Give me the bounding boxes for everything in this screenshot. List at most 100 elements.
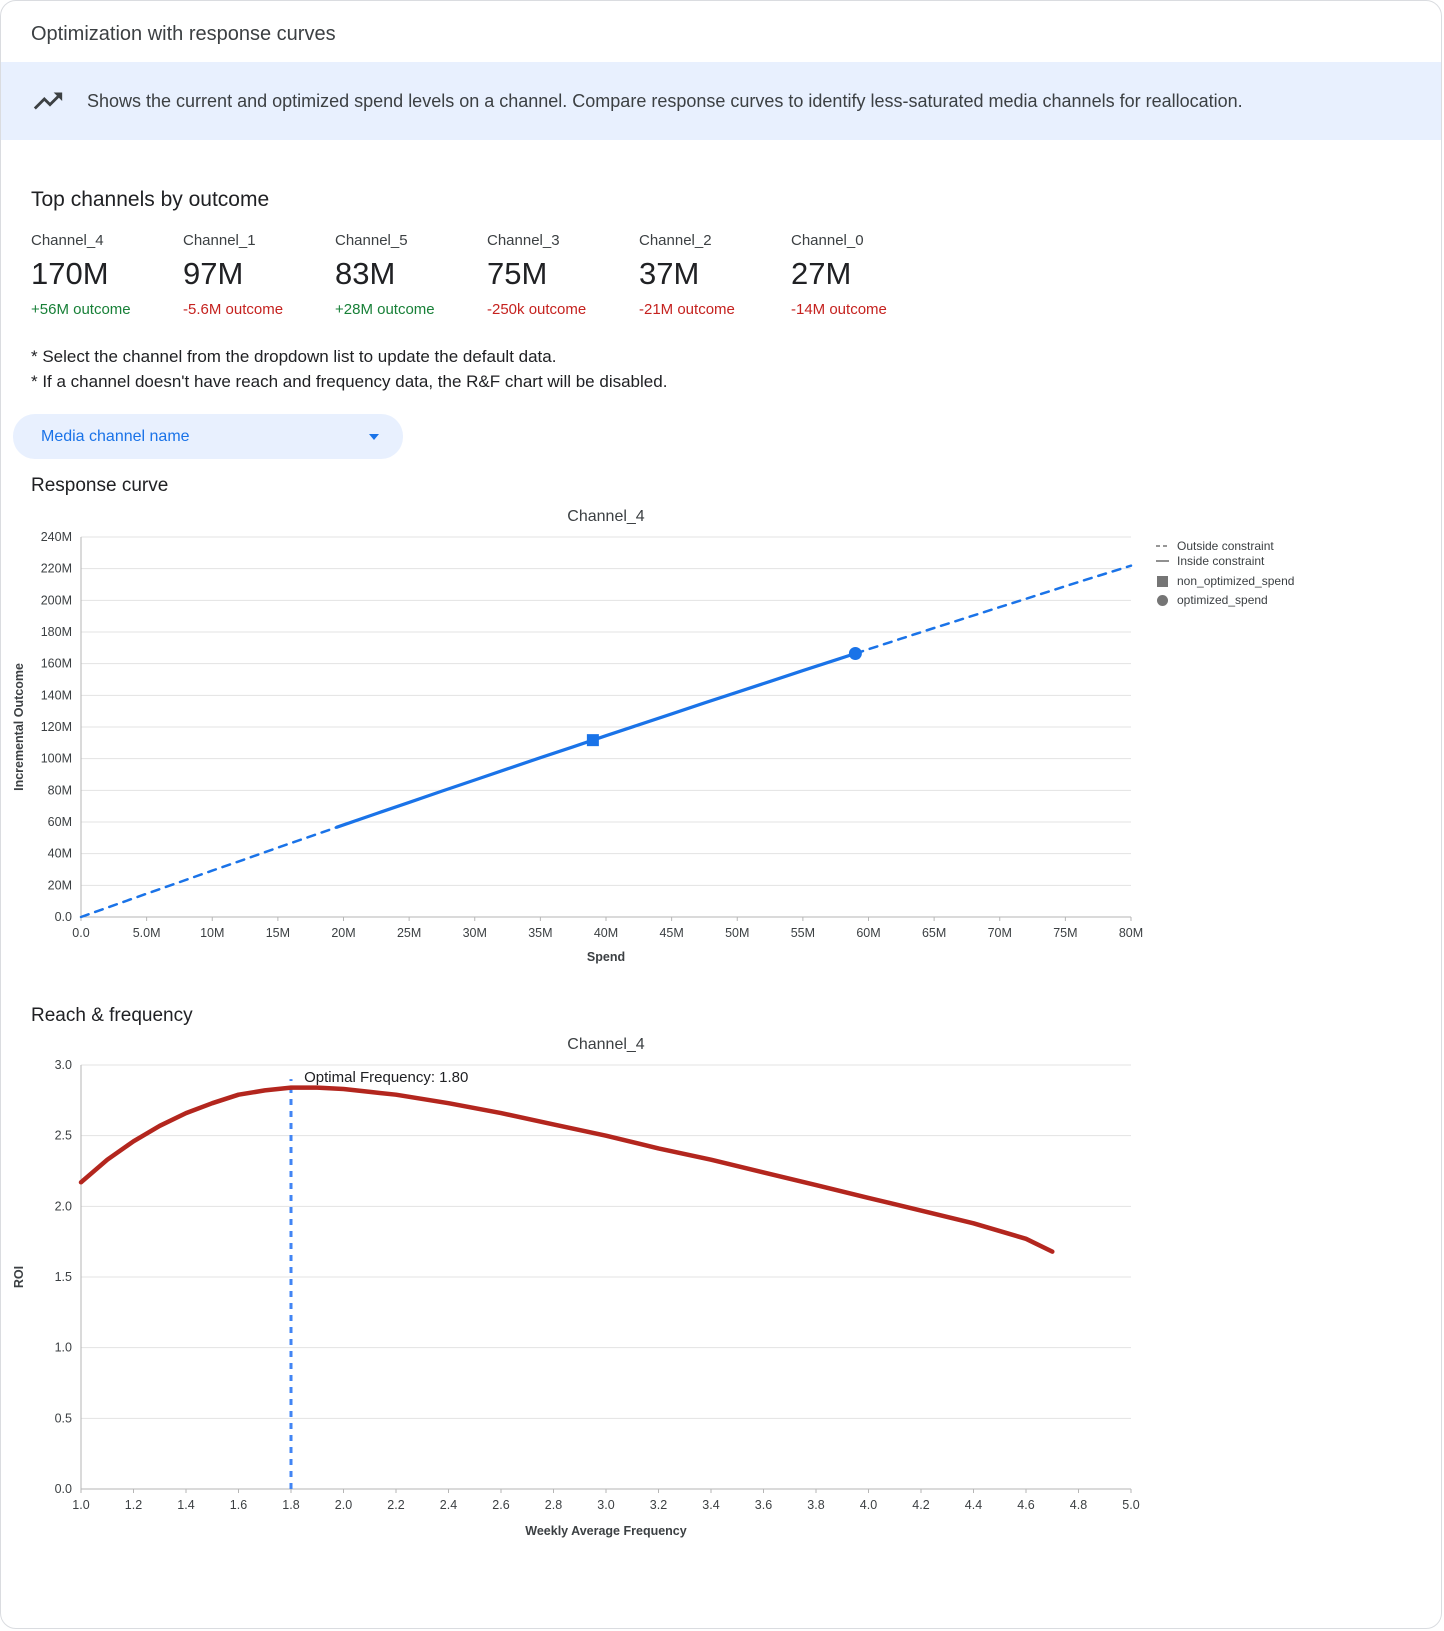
svg-text:80M: 80M (48, 783, 72, 797)
svg-text:140M: 140M (41, 688, 72, 702)
svg-text:3.6: 3.6 (755, 1498, 772, 1512)
channel-outcome-value: 27M (791, 256, 852, 291)
svg-text:5.0M: 5.0M (133, 926, 161, 940)
svg-text:60M: 60M (48, 815, 72, 829)
svg-text:240M: 240M (41, 530, 72, 544)
channel-outcome-value: 83M (335, 256, 396, 291)
svg-text:0.0: 0.0 (72, 926, 89, 940)
svg-text:35M: 35M (528, 926, 552, 940)
svg-text:55M: 55M (791, 926, 815, 940)
svg-text:65M: 65M (922, 926, 946, 940)
svg-text:non_optimized_spend: non_optimized_spend (1177, 574, 1294, 588)
svg-text:1.5: 1.5 (55, 1270, 72, 1284)
svg-text:3.0: 3.0 (597, 1498, 614, 1512)
media-channel-dropdown[interactable]: Media channel name (13, 414, 403, 459)
channel-card: Channel_0 27M -14M outcome (791, 232, 943, 318)
svg-text:0.0: 0.0 (55, 910, 72, 924)
channel-card: Channel_3 75M -250k outcome (487, 232, 639, 318)
channel-name: Channel_0 (791, 232, 864, 249)
page-title: Optimization with response curves (31, 23, 336, 45)
svg-text:4.0: 4.0 (860, 1498, 877, 1512)
channel-card: Channel_2 37M -21M outcome (639, 232, 791, 318)
channel-name: Channel_3 (487, 232, 560, 249)
svg-text:2.2: 2.2 (387, 1498, 404, 1512)
svg-text:4.4: 4.4 (965, 1498, 982, 1512)
svg-text:3.4: 3.4 (702, 1498, 719, 1512)
svg-text:Incremental Outcome: Incremental Outcome (12, 663, 26, 791)
svg-text:120M: 120M (41, 720, 72, 734)
svg-text:1.0: 1.0 (72, 1498, 89, 1512)
banner-description: Shows the current and optimized spend le… (87, 91, 1243, 111)
svg-text:20M: 20M (331, 926, 355, 940)
svg-text:Channel_4: Channel_4 (567, 1036, 645, 1053)
svg-text:Weekly Average Frequency: Weekly Average Frequency (525, 1524, 686, 1538)
svg-text:Channel_4: Channel_4 (567, 508, 645, 525)
channel-name: Channel_5 (335, 232, 408, 249)
svg-text:Inside constraint: Inside constraint (1177, 554, 1265, 568)
channel-outcome-value: 75M (487, 256, 548, 291)
reach-frequency-chart: 0.0 0.5 1.0 1.5 2.0 2.5 3.0 1.0 1.2 1.4 1.6 1.8 2.0 2… (1, 1031, 1441, 1551)
channel-name: Channel_2 (639, 232, 712, 249)
svg-text:3.2: 3.2 (650, 1498, 667, 1512)
channel-outcome-delta: -5.6M outcome (183, 301, 284, 318)
channel-name: Channel_1 (183, 232, 256, 249)
svg-text:optimized_spend: optimized_spend (1177, 593, 1268, 607)
top-channels-heading: Top channels by outcome (31, 188, 270, 211)
svg-text:220M: 220M (41, 562, 72, 576)
channel-card: Channel_5 83M +28M outcome (335, 232, 487, 318)
svg-text:75M: 75M (1053, 926, 1077, 940)
svg-text:Outside constraint: Outside constraint (1177, 539, 1274, 553)
svg-text:100M: 100M (41, 752, 72, 766)
svg-text:4.2: 4.2 (912, 1498, 929, 1512)
channel-outcome-delta: -14M outcome (791, 301, 887, 318)
svg-text:2.8: 2.8 (545, 1498, 562, 1512)
svg-text:15M: 15M (266, 926, 290, 940)
channel-card: Channel_4 170M +56M outcome (31, 232, 183, 318)
svg-text:30M: 30M (463, 926, 487, 940)
note-line: * If a channel doesn't have reach and fr… (31, 372, 668, 391)
svg-text:1.6: 1.6 (230, 1498, 247, 1512)
response-curve-heading: Response curve (31, 475, 169, 496)
channel-name: Channel_4 (31, 232, 104, 249)
insights-icon (31, 84, 65, 118)
svg-text:50M: 50M (725, 926, 749, 940)
svg-text:2.0: 2.0 (55, 1199, 72, 1213)
svg-text:200M: 200M (41, 593, 72, 607)
chevron-down-icon (369, 433, 379, 440)
svg-text:Optimal Frequency: 1.80: Optimal Frequency: 1.80 (304, 1069, 468, 1086)
channel-outcome-delta: -250k outcome (487, 301, 587, 318)
svg-text:10M: 10M (200, 926, 224, 940)
svg-text:4.6: 4.6 (1017, 1498, 1034, 1512)
reach-frequency-heading: Reach & frequency (31, 1005, 193, 1026)
svg-text:1.4: 1.4 (177, 1498, 194, 1512)
svg-text:5.0: 5.0 (1122, 1498, 1139, 1512)
svg-text:180M: 180M (41, 625, 72, 639)
svg-text:0.5: 0.5 (55, 1411, 72, 1425)
svg-text:Spend: Spend (587, 950, 625, 964)
svg-text:45M: 45M (659, 926, 683, 940)
svg-text:ROI: ROI (12, 1266, 26, 1288)
svg-text:4.8: 4.8 (1070, 1498, 1087, 1512)
svg-text:1.2: 1.2 (125, 1498, 142, 1512)
media-channel-dropdown-label: Media channel name (41, 427, 190, 445)
svg-text:80M: 80M (1119, 926, 1143, 940)
channel-card: Channel_1 97M -5.6M outcome (183, 232, 335, 318)
channel-outcome-value: 170M (31, 256, 109, 291)
svg-text:20M: 20M (48, 878, 72, 892)
svg-text:1.8: 1.8 (282, 1498, 299, 1512)
svg-text:160M: 160M (41, 657, 72, 671)
channel-outcome-delta: +56M outcome (31, 301, 131, 318)
channel-outcome-delta: +28M outcome (335, 301, 435, 318)
svg-text:40M: 40M (594, 926, 618, 940)
svg-text:70M: 70M (988, 926, 1012, 940)
svg-text:2.4: 2.4 (440, 1498, 457, 1512)
svg-text:3.8: 3.8 (807, 1498, 824, 1512)
note-line: * Select the channel from the dropdown l… (31, 347, 557, 366)
channel-outcome-value: 97M (183, 256, 244, 291)
top-channels-cards: Channel_4 170M +56M outcome Channel_1 97… (31, 232, 1411, 318)
response-curve-chart: 0.0 20M 40M 60M 80M 100M 120M 140M 160M 180M 200M 2… (1, 501, 1441, 979)
svg-text:2.0: 2.0 (335, 1498, 352, 1512)
channel-outcome-delta: -21M outcome (639, 301, 735, 318)
svg-text:60M: 60M (856, 926, 880, 940)
